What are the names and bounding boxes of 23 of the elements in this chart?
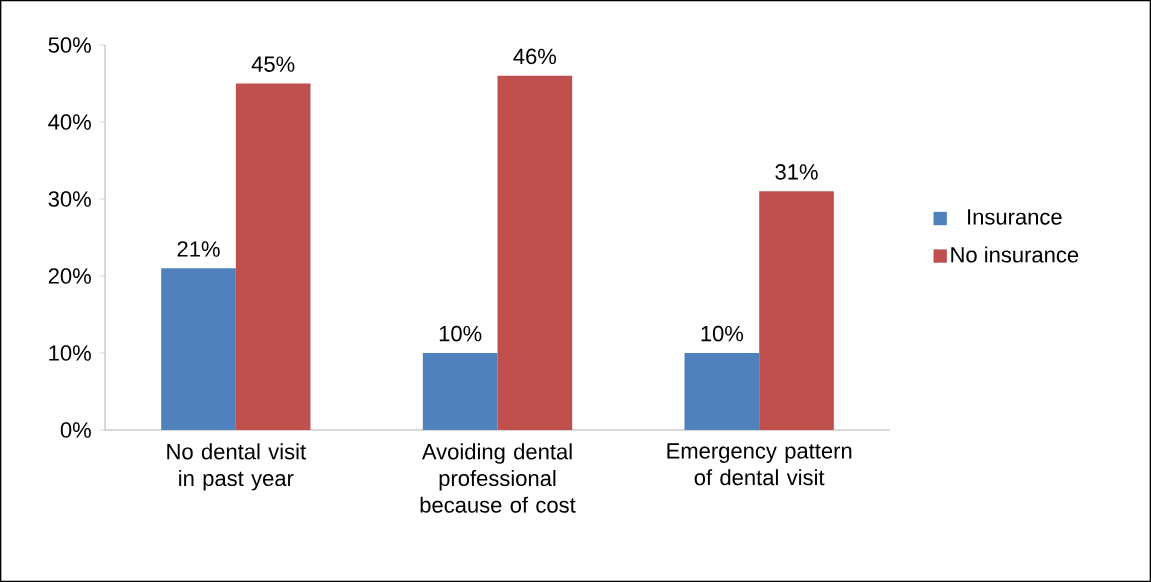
x-tick-label: Avoiding dental professional because of cost	[420, 443, 576, 513]
y-tick-label: 20%	[48, 268, 91, 284]
y-tick-label: 10%	[49, 345, 91, 361]
bar	[422, 353, 498, 430]
data-label: 31%	[775, 164, 818, 180]
y-tick-label: 0%	[60, 422, 91, 438]
x-tick-label: Emergency pattern of dental visit	[667, 443, 852, 486]
bar	[497, 75, 573, 430]
data-label: 46%	[513, 48, 557, 65]
bar	[235, 83, 311, 430]
data-label: 10%	[439, 325, 482, 342]
legend-label: Insurance	[968, 209, 1062, 225]
bar	[161, 268, 236, 430]
bar	[684, 353, 760, 430]
data-label: 10%	[701, 325, 744, 342]
y-tick-label: 40%	[48, 114, 91, 130]
data-label: 45%	[251, 56, 295, 72]
x-tick-label: No dental visit in past year	[167, 443, 306, 491]
y-tick-label: 50%	[48, 37, 91, 53]
legend-label: No insurance	[951, 246, 1079, 263]
bar	[759, 191, 834, 430]
y-tick-label: 30%	[48, 191, 91, 207]
data-label: 21%	[177, 241, 220, 257]
